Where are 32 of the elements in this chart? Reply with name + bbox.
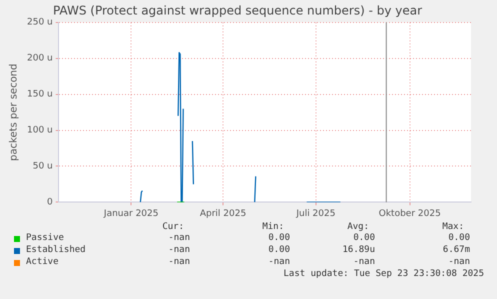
y-tick-label: 250 u — [26, 18, 53, 28]
y-tick-label: 100 u — [26, 126, 53, 136]
x-tick-label: Januar 2025 — [102, 208, 158, 219]
text: 0.00 — [448, 233, 470, 243]
text: 6.67m — [442, 245, 470, 255]
y-tick-label: 200 u — [26, 54, 53, 64]
x-tick-label: Juli 2025 — [295, 208, 336, 219]
x-tick-label: April 2025 — [200, 208, 246, 219]
legend-label: Active — [26, 257, 59, 267]
legend-label: Established — [26, 245, 86, 255]
text: -nan — [268, 257, 290, 267]
text: -nan — [168, 233, 190, 243]
y-tick-label: 150 u — [26, 90, 53, 100]
x-tick-label: Oktober 2025 — [378, 208, 441, 219]
text: 16.89u — [342, 245, 375, 255]
chart-title: PAWS (Protect against wrapped sequence numbers) - by year — [52, 3, 422, 18]
text: -nan — [168, 257, 190, 267]
text: 0.00 — [353, 233, 375, 243]
text: Min: — [262, 222, 284, 232]
text: 0.00 — [268, 245, 290, 255]
text: -nan — [353, 257, 375, 267]
text: -nan — [448, 257, 470, 267]
legend-label: Passive — [26, 233, 64, 243]
text: Last update: Tue Sep 23 23:30:08 2025 — [284, 269, 484, 279]
text: -nan — [168, 245, 190, 255]
text: Max: — [442, 222, 464, 232]
text: 0.00 — [268, 233, 290, 243]
y-tick-label: 50 u — [32, 162, 53, 172]
y-axis-title: packets per second — [8, 64, 20, 161]
y-tick-label: 0 — [47, 198, 54, 208]
text: Avg: — [347, 222, 369, 232]
text: Cur: — [162, 222, 184, 232]
